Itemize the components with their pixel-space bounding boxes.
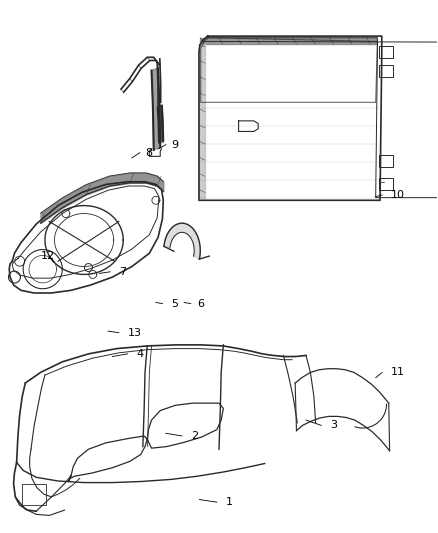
- Polygon shape: [152, 68, 160, 150]
- Polygon shape: [164, 223, 200, 259]
- Text: 9: 9: [171, 140, 178, 150]
- Text: 10: 10: [391, 190, 405, 200]
- Text: 1: 1: [226, 497, 233, 507]
- Bar: [379, 46, 393, 58]
- Text: 5: 5: [171, 298, 178, 309]
- Text: 4: 4: [136, 349, 143, 359]
- Bar: [379, 179, 393, 190]
- Bar: [379, 155, 393, 166]
- Text: 3: 3: [330, 421, 337, 430]
- Text: 8: 8: [145, 148, 152, 158]
- Text: 6: 6: [197, 298, 204, 309]
- Text: 12: 12: [41, 251, 55, 261]
- Text: 2: 2: [191, 431, 198, 441]
- Text: 13: 13: [127, 328, 141, 338]
- Bar: [379, 64, 393, 77]
- Text: 7: 7: [119, 267, 126, 277]
- Text: 11: 11: [391, 367, 405, 377]
